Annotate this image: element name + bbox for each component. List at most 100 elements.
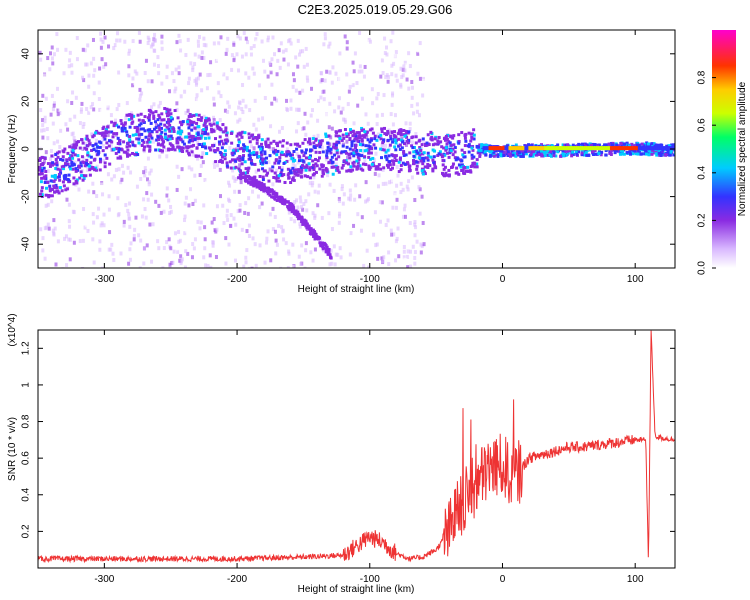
heatmap-cell — [404, 63, 408, 68]
heatmap-cell — [244, 201, 248, 206]
heatmap-cell — [294, 55, 298, 60]
heatmap-cell — [125, 145, 129, 149]
heatmap-cell — [64, 173, 68, 177]
heatmap-cell — [303, 266, 307, 268]
heatmap-cell — [419, 49, 423, 54]
heatmap-cell — [321, 170, 325, 174]
heatmap-cell — [385, 158, 389, 162]
heatmap-cell — [80, 206, 84, 211]
heatmap-cell — [627, 144, 631, 148]
heatmap-cell — [70, 70, 74, 75]
heatmap-cell — [320, 78, 324, 83]
heatmap-cell — [470, 164, 474, 168]
heatmap-cell — [492, 151, 496, 155]
heatmap-cell — [44, 174, 48, 178]
heatmap-cell — [146, 156, 150, 161]
heatmap-cell — [97, 80, 101, 85]
heatmap-cell — [167, 134, 171, 138]
heatmap-cell — [536, 151, 540, 155]
heatmap-cell — [419, 242, 423, 247]
heatmap-cell — [139, 177, 143, 182]
heatmap-cell — [48, 67, 52, 72]
heatmap-cell — [229, 166, 233, 170]
heatmap-cell — [180, 167, 184, 172]
heatmap-cell — [175, 141, 179, 145]
heatmap-cell — [185, 120, 189, 124]
heatmap-cell — [358, 134, 362, 138]
heatmap-cell — [209, 60, 213, 65]
heatmap-cell — [83, 164, 87, 168]
heatmap-cell — [203, 237, 207, 242]
heatmap-cell — [192, 143, 196, 147]
heatmap-cell — [62, 150, 66, 154]
heatmap-cell — [339, 261, 343, 266]
heatmap-cell — [556, 143, 560, 147]
heatmap-cell — [278, 140, 282, 144]
heatmap-cell — [353, 132, 357, 136]
heatmap-cell — [143, 71, 147, 76]
heatmap-cell — [282, 200, 286, 204]
heatmap-cell — [209, 265, 213, 268]
heatmap-cell — [410, 103, 414, 108]
heatmap-cell — [51, 107, 55, 112]
heatmap-cell — [168, 89, 172, 94]
heatmap-cell — [369, 151, 373, 155]
heatmap-cell — [314, 234, 318, 238]
heatmap-cell — [445, 142, 449, 146]
heatmap-cell — [140, 199, 144, 204]
heatmap-cell — [252, 184, 256, 188]
heatmap-cell — [390, 232, 394, 237]
heatmap-cell — [614, 149, 618, 153]
heatmap-cell — [224, 51, 228, 56]
heatmap-cell — [290, 204, 294, 208]
heatmap-cell — [154, 199, 158, 204]
heatmap-cell — [328, 41, 332, 46]
heatmap-cell — [110, 140, 114, 144]
heatmap-cell — [358, 194, 362, 199]
heatmap-cell — [225, 135, 229, 140]
heatmap-cell — [270, 188, 274, 192]
heatmap-cell — [68, 158, 72, 162]
heatmap-cell — [389, 134, 393, 138]
heatmap-cell — [75, 36, 79, 41]
heatmap-cell — [157, 246, 161, 251]
heatmap-cell — [646, 142, 650, 146]
heatmap-cell — [325, 245, 329, 249]
heatmap-cell — [348, 156, 352, 160]
heatmap-cell — [337, 220, 341, 225]
heatmap-cell — [137, 59, 141, 64]
heatmap-cell — [221, 148, 225, 153]
heatmap-cell — [174, 67, 178, 72]
heatmap-cell — [418, 146, 422, 150]
heatmap-cell — [146, 140, 150, 144]
heatmap-cell — [133, 152, 137, 156]
heatmap-cell — [282, 161, 286, 165]
heatmap-cell — [86, 153, 90, 157]
heatmap-cell — [94, 142, 98, 146]
heatmap-cell — [442, 174, 446, 178]
heatmap-cell — [563, 143, 567, 147]
heatmap-cell — [291, 72, 295, 77]
heatmap-cell — [187, 145, 191, 149]
heatmap-cell — [244, 178, 248, 182]
heatmap-cell — [416, 51, 420, 56]
heatmap-cell — [259, 159, 263, 163]
heatmap-cell — [238, 155, 242, 159]
heatmap-cell — [173, 109, 177, 113]
heatmap-cell — [257, 155, 261, 159]
heatmap-cell — [117, 167, 121, 172]
heatmap-cell — [390, 131, 394, 135]
heatmap-cell — [380, 130, 384, 134]
heatmap-cell — [106, 133, 110, 138]
heatmap-cell — [251, 236, 255, 241]
heatmap-cell — [233, 189, 237, 194]
snr-x-axis-title: Height of straight line (km) — [298, 584, 415, 595]
heatmap-cell — [322, 89, 326, 94]
heatmap-cell — [115, 107, 119, 112]
heatmap-cell — [83, 48, 87, 53]
heatmap-cell — [415, 102, 419, 107]
heatmap-cell — [224, 236, 228, 241]
heatmap-cell — [398, 158, 402, 162]
heatmap-cell — [236, 209, 240, 214]
heatmap-cell — [250, 144, 254, 149]
